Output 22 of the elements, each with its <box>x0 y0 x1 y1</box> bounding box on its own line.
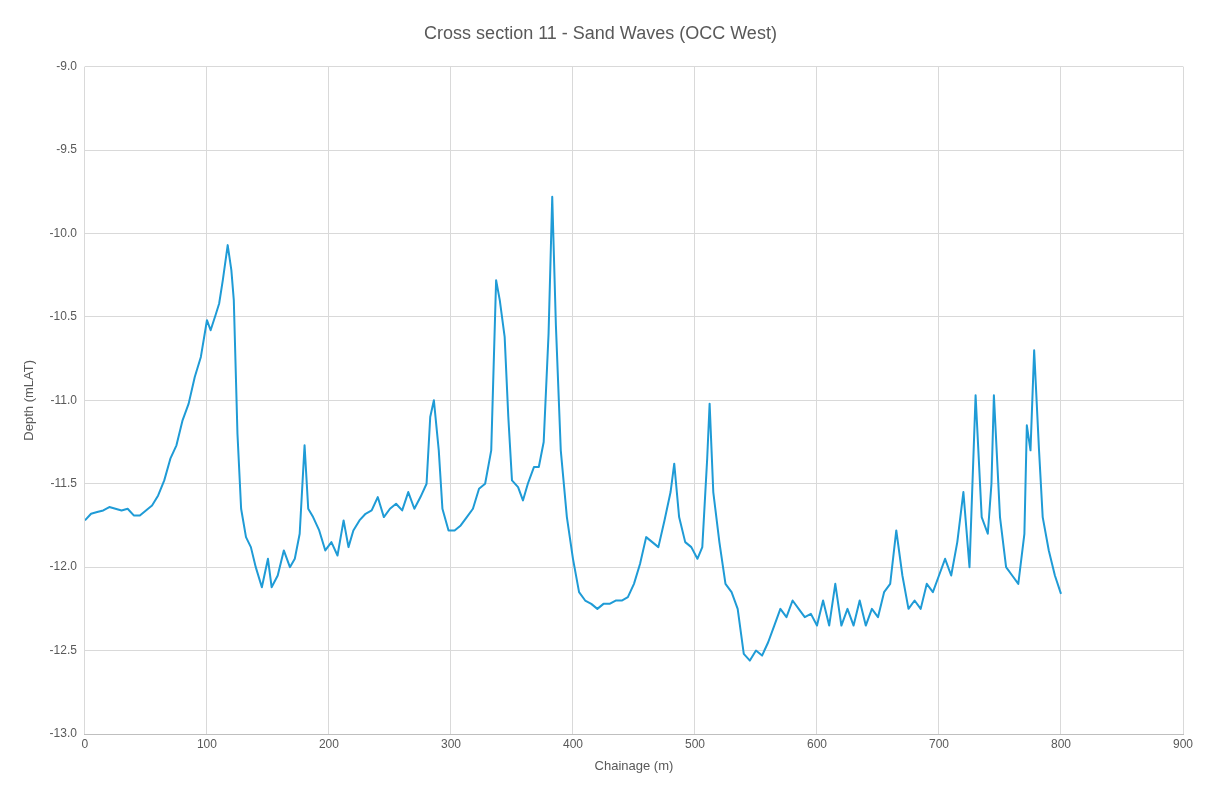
x-tick-label: 100 <box>196 736 218 751</box>
y-tick-label: -13.0 <box>49 726 78 741</box>
x-tick-label: 700 <box>928 736 950 751</box>
x-tick-label: 500 <box>684 736 706 751</box>
y-tick-label: -9.0 <box>56 58 78 73</box>
x-tick-label: 900 <box>1172 736 1194 751</box>
y-tick-label: -10.5 <box>49 309 78 324</box>
x-tick-label: 300 <box>440 736 462 751</box>
chart-title: Cross section 11 - Sand Waves (OCC West) <box>424 22 777 43</box>
x-tick-label: 400 <box>562 736 584 751</box>
x-tick-label: 600 <box>806 736 828 751</box>
x-tick-label: 800 <box>1050 736 1072 751</box>
y-tick-label: -12.5 <box>49 642 78 657</box>
y-tick-label: -9.5 <box>56 142 78 157</box>
x-tick-label: 0 <box>81 736 89 751</box>
x-axis-title: Chainage (m) <box>594 757 674 773</box>
y-tick-label: -10.0 <box>49 225 78 240</box>
y-axis-title: Depth (mLAT) <box>21 359 37 441</box>
y-tick-label: -11.0 <box>50 392 78 407</box>
y-tick-label: -11.5 <box>50 476 78 491</box>
y-tick-label: -12.0 <box>49 559 78 574</box>
x-tick-label: 200 <box>318 736 340 751</box>
